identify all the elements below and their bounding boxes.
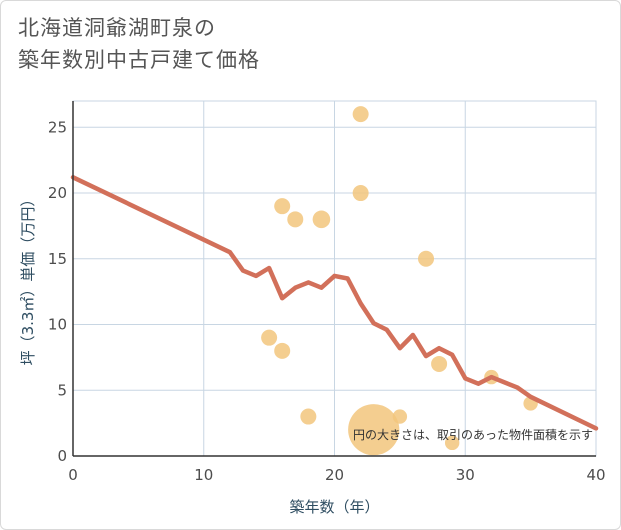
- x-tick-label: 20: [325, 466, 344, 484]
- chart-title-line-1: 北海道洞爺湖町泉の: [18, 16, 216, 40]
- data-point: [274, 342, 291, 359]
- data-point: [392, 409, 408, 424]
- data-point: [431, 355, 448, 372]
- data-point: [261, 329, 278, 346]
- y-tick-label: 10: [48, 316, 67, 334]
- data-point: [274, 198, 291, 215]
- tick-labels: 0 5 10 15 20 25 0 10 20 30 40: [48, 118, 606, 484]
- chart-title-line-2: 築年数別中古戸建て価格: [18, 48, 260, 72]
- data-point: [300, 408, 317, 425]
- data-points: [261, 106, 538, 456]
- data-point: [444, 435, 460, 451]
- size-legend-note: 円の大きさは、取引のあった物件面積を示す: [353, 427, 593, 442]
- y-tick-label: 15: [48, 250, 67, 268]
- axes: [72, 101, 596, 457]
- x-tick-label: 10: [194, 466, 213, 484]
- y-tick-label: 20: [48, 184, 67, 202]
- y-tick-label: 5: [57, 381, 67, 399]
- trend-line: [70, 175, 599, 431]
- x-tick-label: 30: [456, 466, 475, 484]
- trend-line-group: [70, 175, 599, 431]
- x-tick-label: 40: [586, 466, 605, 484]
- data-point: [352, 106, 369, 123]
- y-tick-label: 0: [57, 447, 67, 465]
- data-point: [352, 185, 369, 202]
- x-axis-title: 築年数（年）: [289, 498, 379, 516]
- y-tick-label: 25: [48, 118, 67, 136]
- chart-title: 北海道洞爺湖町泉の 築年数別中古戸建て価格: [18, 12, 260, 76]
- x-tick-label: 0: [68, 466, 78, 484]
- data-point: [348, 404, 400, 456]
- data-point: [287, 211, 304, 228]
- data-point: [418, 250, 435, 267]
- data-point: [312, 210, 331, 229]
- y-axis-title: 坪（3.3㎡）単価（万円）: [19, 192, 37, 366]
